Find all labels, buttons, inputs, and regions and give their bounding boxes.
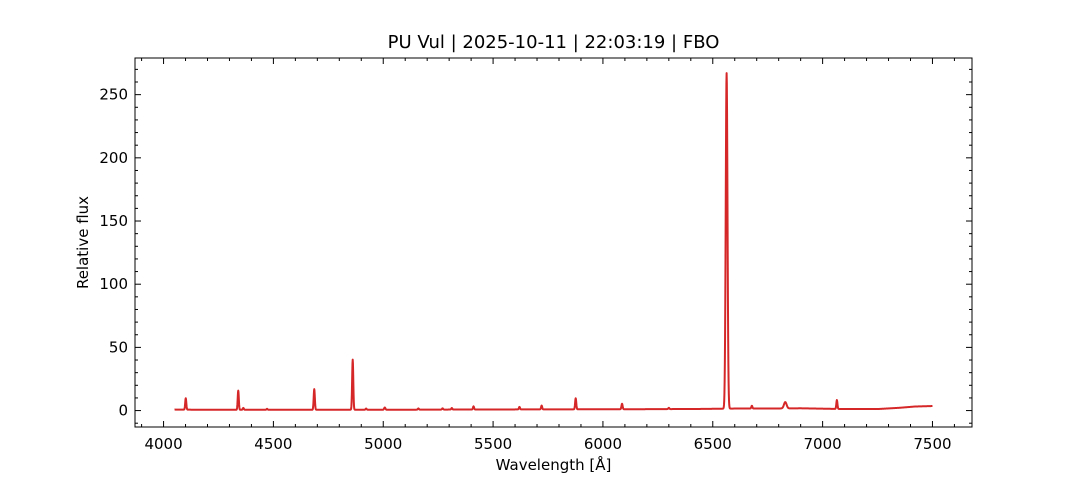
x-tick-label: 4000 — [144, 435, 182, 453]
chart-title: PU Vul | 2025-10-11 | 22:03:19 | FBO — [388, 32, 720, 53]
x-tick-label: 6000 — [584, 435, 622, 453]
y-tick-label: 100 — [99, 275, 128, 293]
x-tick-label: 5000 — [364, 435, 402, 453]
y-tick-label: 200 — [99, 149, 128, 167]
x-tick-label: 5500 — [474, 435, 512, 453]
y-tick-label: 0 — [118, 402, 128, 420]
x-axis-label: Wavelength [Å] — [496, 455, 612, 474]
x-axis-ticks: 4000 4500 5000 5500 6000 6500 7000 7500 — [144, 58, 952, 453]
x-tick-label: 7000 — [804, 435, 842, 453]
y-tick-label: 150 — [99, 212, 128, 230]
y-axis-ticks: 0 50 100 150 200 250 — [99, 86, 972, 420]
x-tick-label: 7500 — [913, 435, 951, 453]
y-tick-label: 50 — [109, 338, 128, 356]
plot-frame — [134, 57, 973, 428]
y-tick-label: 250 — [99, 86, 128, 104]
x-tick-label: 4500 — [254, 435, 292, 453]
minor-ticks — [135, 58, 972, 427]
y-axis-label: Relative flux — [74, 196, 92, 289]
series-line-spectrum — [173, 72, 934, 411]
x-tick-label: 6500 — [694, 435, 732, 453]
